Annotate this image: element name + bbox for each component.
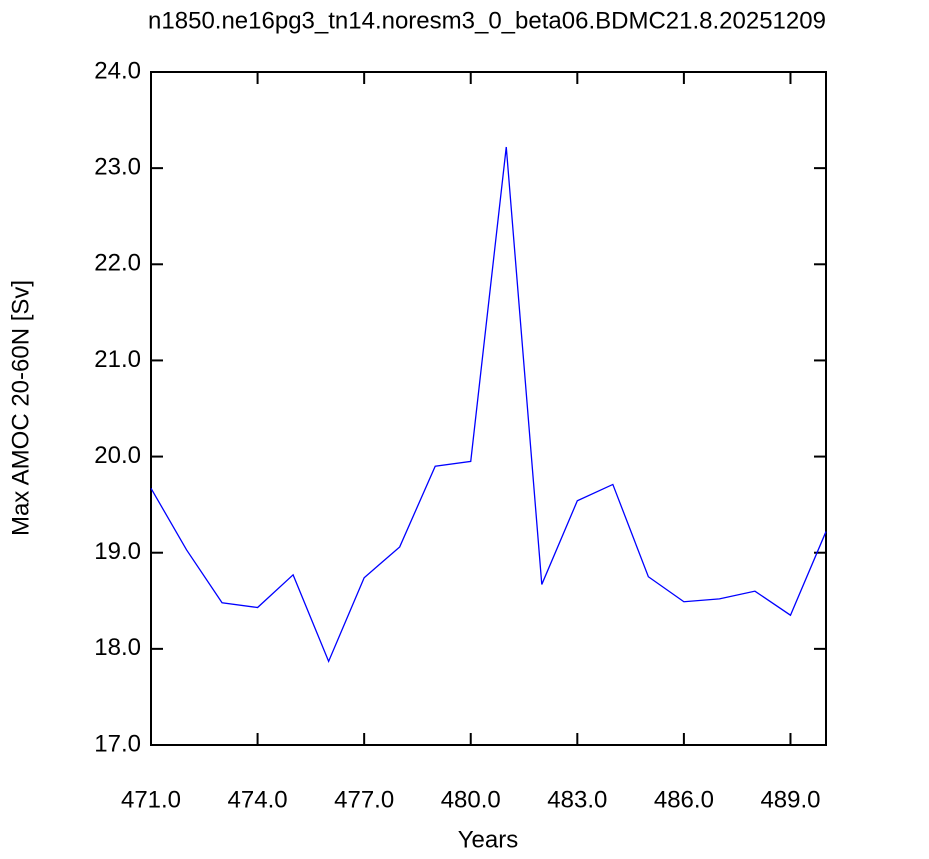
y-tick-label: 18.0	[94, 634, 141, 661]
chart-title: n1850.ne16pg3_tn14.noresm3_0_beta06.BDMC…	[148, 7, 826, 34]
y-tick-label: 23.0	[94, 153, 141, 180]
y-tick-label: 22.0	[94, 250, 141, 277]
y-tick-label: 24.0	[94, 57, 141, 84]
x-tick-label: 477.0	[334, 786, 394, 813]
y-axis-label: Max AMOC 20-60N [Sv]	[7, 280, 34, 536]
y-tick-label: 21.0	[94, 346, 141, 373]
data-line	[150, 146, 827, 664]
y-tick-label: 17.0	[94, 730, 141, 757]
y-tick-label: 19.0	[94, 538, 141, 565]
plot-frame	[150, 71, 827, 746]
x-tick-label: 471.0	[121, 786, 181, 813]
x-tick-label: 486.0	[654, 786, 714, 813]
x-tick-label: 480.0	[441, 786, 501, 813]
x-axis-label: Years	[458, 826, 519, 853]
y-tick-label: 20.0	[94, 442, 141, 469]
x-tick-label: 474.0	[228, 786, 288, 813]
x-tick-label: 483.0	[547, 786, 607, 813]
x-tick-label: 489.0	[760, 786, 820, 813]
